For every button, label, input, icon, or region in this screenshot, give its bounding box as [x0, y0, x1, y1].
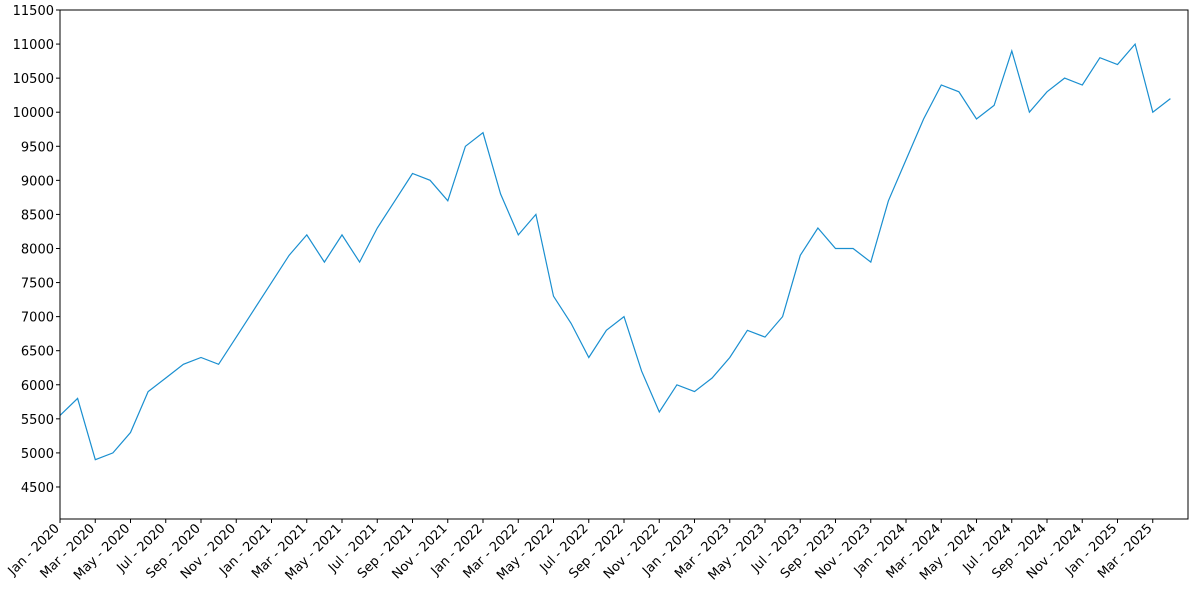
y-tick-label: 5000 — [21, 447, 54, 462]
y-tick-label: 6000 — [21, 379, 54, 394]
line — [59, 42, 1171, 461]
y-tick-label: 10000 — [13, 106, 54, 121]
y-tick-label: 8500 — [21, 208, 54, 223]
y-tick-label: 5500 — [21, 413, 54, 428]
y-tick-label: 11500 — [13, 4, 54, 19]
y-tick-label: 11000 — [13, 38, 54, 53]
y-tick-label: 10500 — [13, 72, 54, 87]
y-tick-label: 4500 — [21, 481, 54, 496]
plot-frame — [59, 9, 1189, 520]
y-tick-label: 7500 — [21, 277, 54, 292]
y-tick-label: 6500 — [21, 345, 54, 360]
y-tick-label: 8000 — [21, 242, 54, 257]
y-tick-label: 9500 — [21, 140, 54, 155]
y-tick-label: 7000 — [21, 311, 54, 326]
y-tick-label: 9000 — [21, 174, 54, 189]
